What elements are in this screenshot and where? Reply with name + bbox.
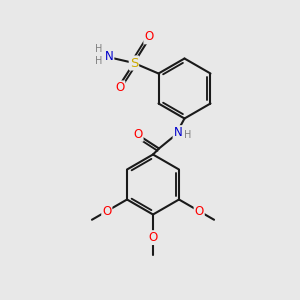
Text: H: H bbox=[95, 44, 102, 54]
Text: N: N bbox=[173, 126, 182, 139]
Text: O: O bbox=[195, 205, 204, 218]
Text: O: O bbox=[102, 205, 111, 218]
Text: H: H bbox=[95, 56, 103, 66]
Text: O: O bbox=[134, 128, 142, 141]
Text: S: S bbox=[130, 56, 138, 70]
Text: H: H bbox=[184, 130, 192, 140]
Text: N: N bbox=[105, 50, 113, 63]
Text: O: O bbox=[148, 231, 158, 244]
Text: O: O bbox=[115, 81, 124, 94]
Text: O: O bbox=[144, 30, 154, 44]
